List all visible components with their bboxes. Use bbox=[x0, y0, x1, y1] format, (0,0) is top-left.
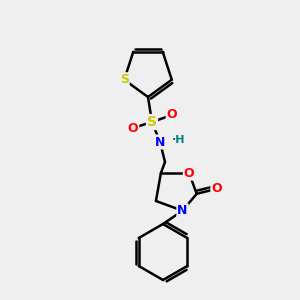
Text: N: N bbox=[155, 136, 165, 148]
Text: S: S bbox=[120, 73, 129, 86]
Text: ·H: ·H bbox=[172, 135, 185, 145]
Text: O: O bbox=[184, 167, 194, 180]
Text: O: O bbox=[212, 182, 222, 195]
Text: O: O bbox=[128, 122, 138, 134]
Text: S: S bbox=[147, 115, 157, 129]
Text: O: O bbox=[167, 109, 177, 122]
Text: N: N bbox=[177, 204, 188, 217]
